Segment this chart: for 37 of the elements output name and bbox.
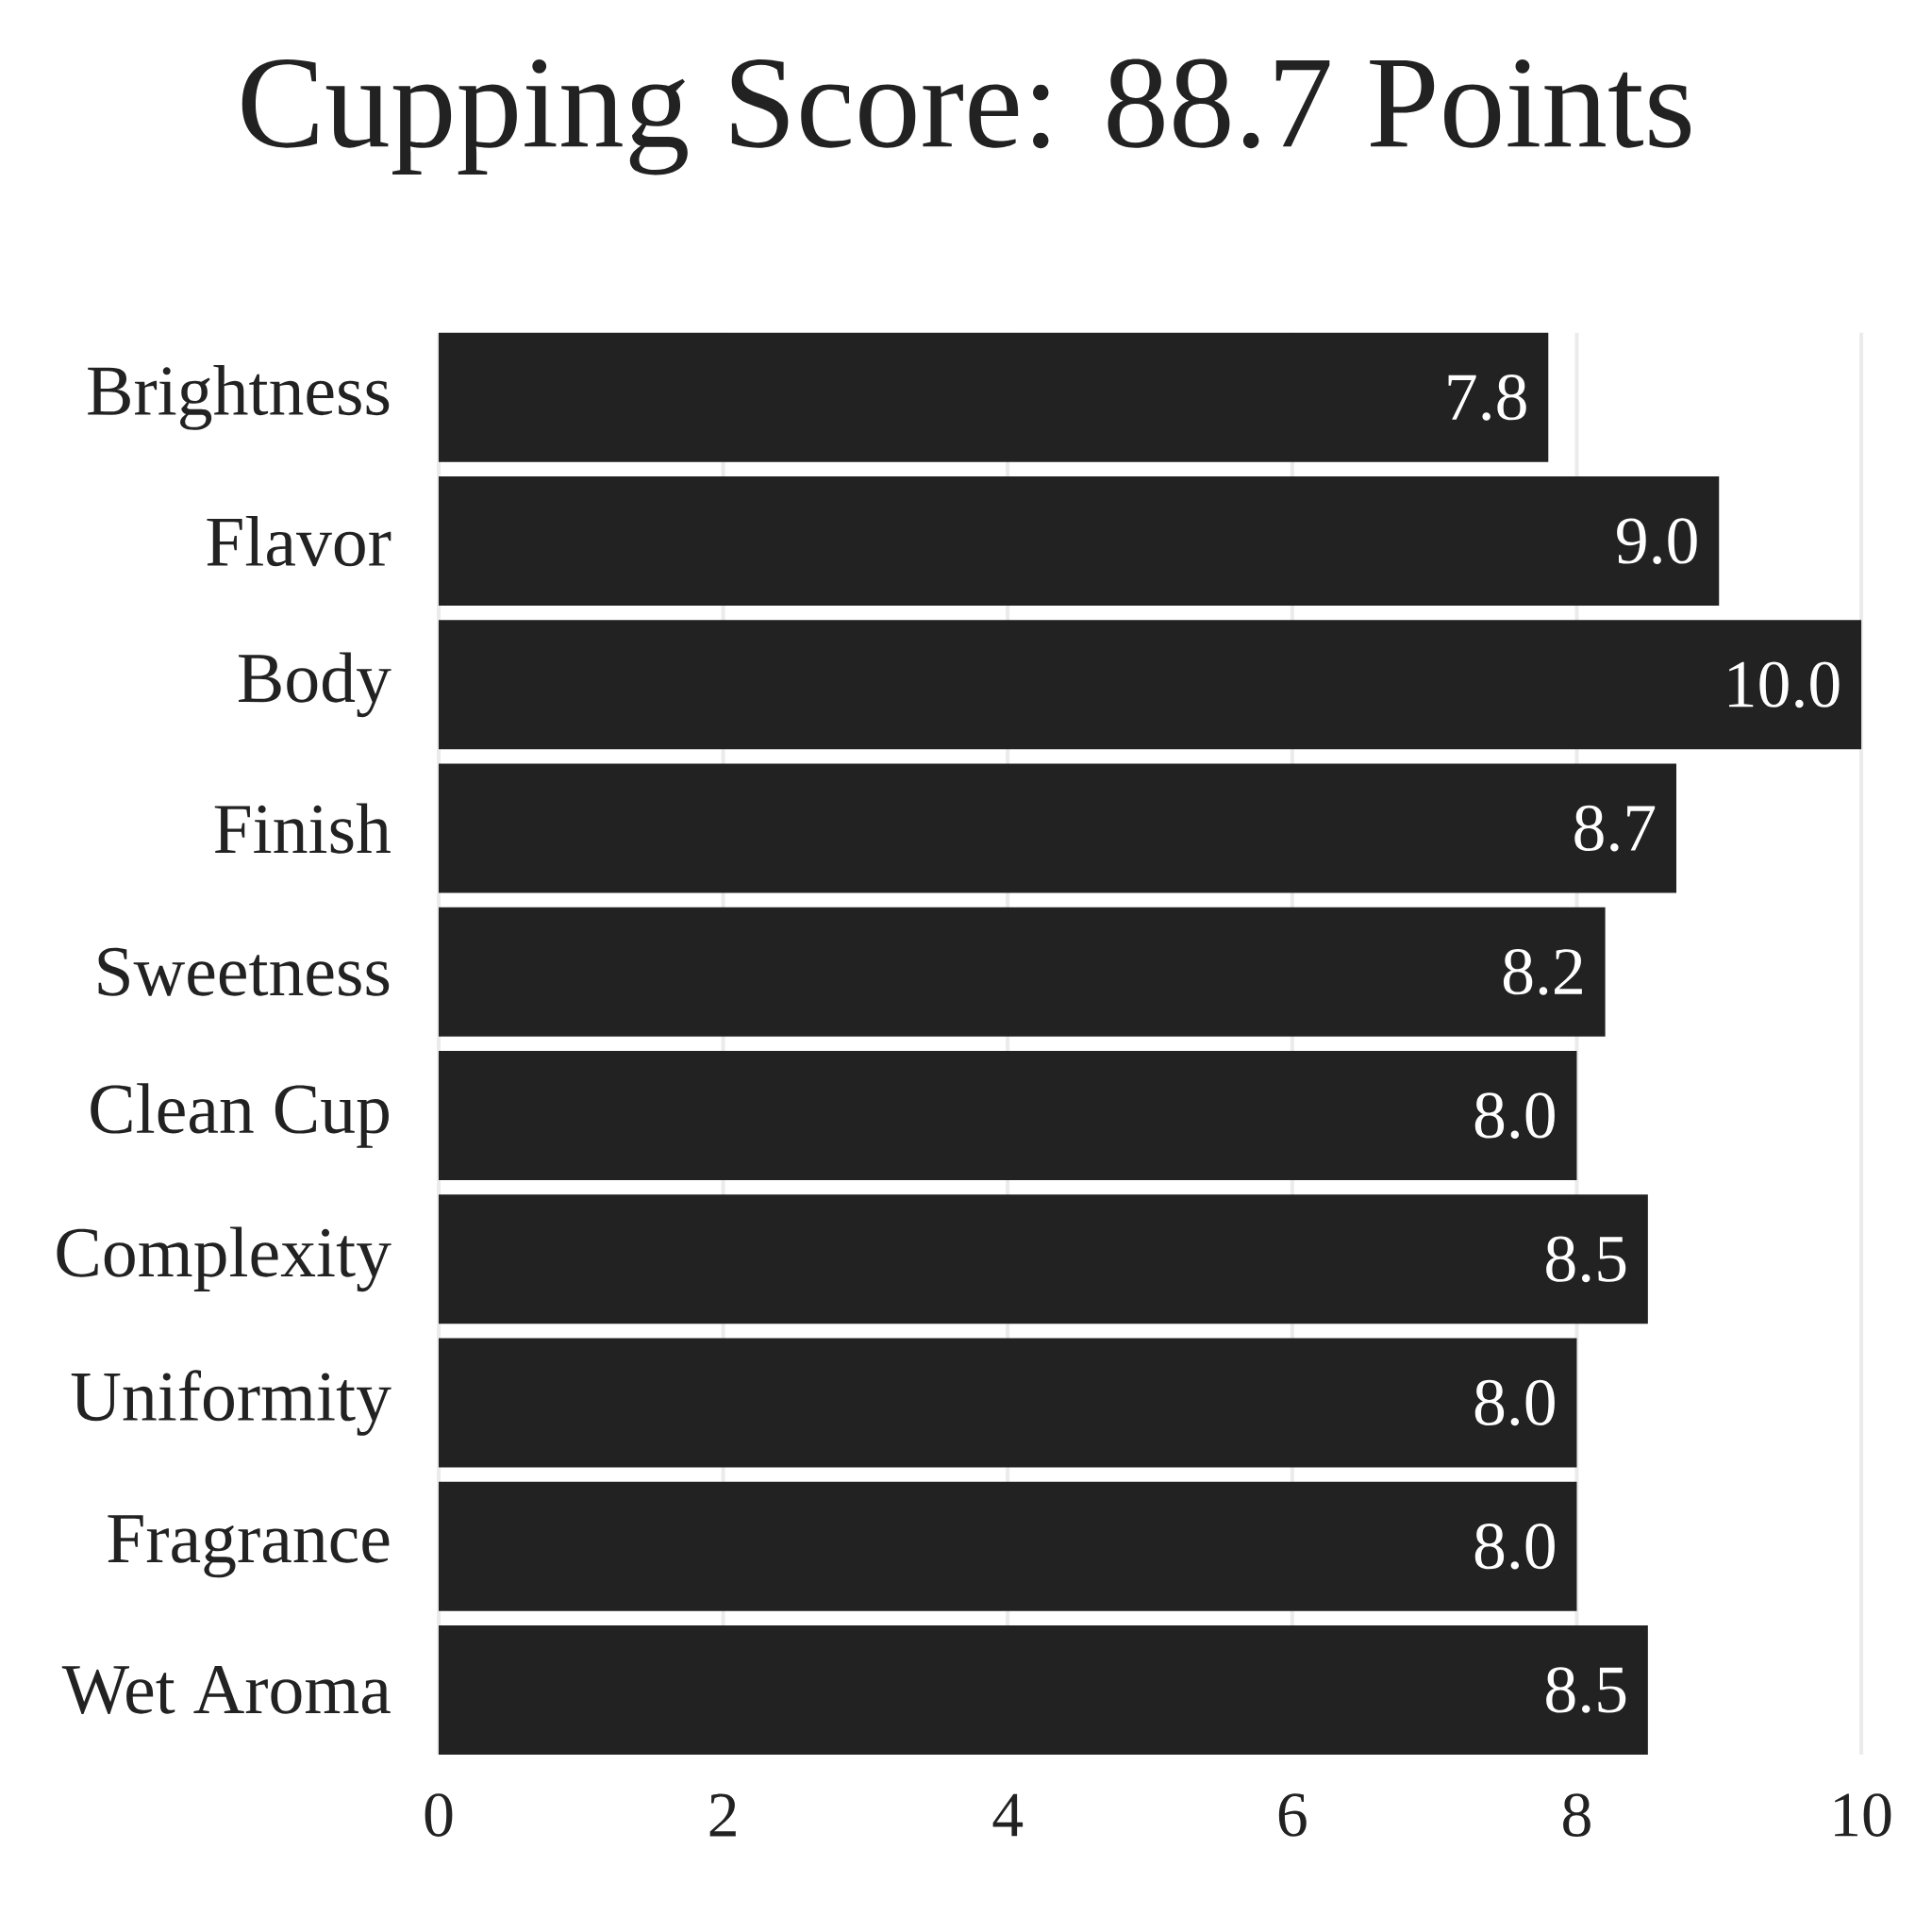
data-label: 8.5 <box>1546 1667 1626 1713</box>
y-tick-label: Body <box>239 652 391 718</box>
y-tick-label: Fragrance <box>108 1515 390 1578</box>
x-tick-label: 0 <box>425 1793 453 1837</box>
x-tick-label: 6 <box>1278 1793 1307 1837</box>
y-tick-label: Brightness <box>88 364 390 430</box>
data-label: 9.0 <box>1617 518 1697 564</box>
data-label: 8.5 <box>1546 1236 1626 1283</box>
x-tick-label: 10 <box>1835 1793 1891 1837</box>
y-tick-label: Clean Cup <box>91 1083 389 1148</box>
bar <box>439 476 1720 607</box>
bar <box>439 907 1606 1037</box>
bar <box>439 763 1676 893</box>
data-label: 8.0 <box>1474 1092 1555 1139</box>
bar <box>439 1051 1577 1181</box>
bar <box>439 1194 1648 1324</box>
y-tick-label: Sweetness <box>98 947 390 996</box>
y-tick-label: Finish <box>214 803 391 854</box>
bar <box>439 1481 1577 1611</box>
y-tick-label: Wet Aroma <box>61 1665 391 1715</box>
bar <box>439 1338 1577 1468</box>
data-label: 8.0 <box>1474 1379 1555 1426</box>
bar <box>439 620 1862 750</box>
x-tick-label: 8 <box>1563 1793 1591 1837</box>
bar <box>439 332 1549 462</box>
y-tick-label: Flavor <box>207 515 391 567</box>
data-label: 8.2 <box>1503 948 1582 995</box>
data-label: 8.7 <box>1574 805 1656 852</box>
data-label: 7.8 <box>1448 374 1526 421</box>
y-tick-label: Uniformity <box>71 1370 391 1436</box>
y-tick-label: Complexity <box>57 1226 391 1292</box>
x-tick-label: 4 <box>992 1793 1024 1837</box>
data-label: 8.0 <box>1474 1523 1555 1570</box>
data-label: 10.0 <box>1729 661 1840 708</box>
bar <box>439 1625 1648 1756</box>
x-tick-label: 2 <box>709 1793 736 1837</box>
chart-title: Cupping Score: 88.7 Points <box>242 58 1691 175</box>
